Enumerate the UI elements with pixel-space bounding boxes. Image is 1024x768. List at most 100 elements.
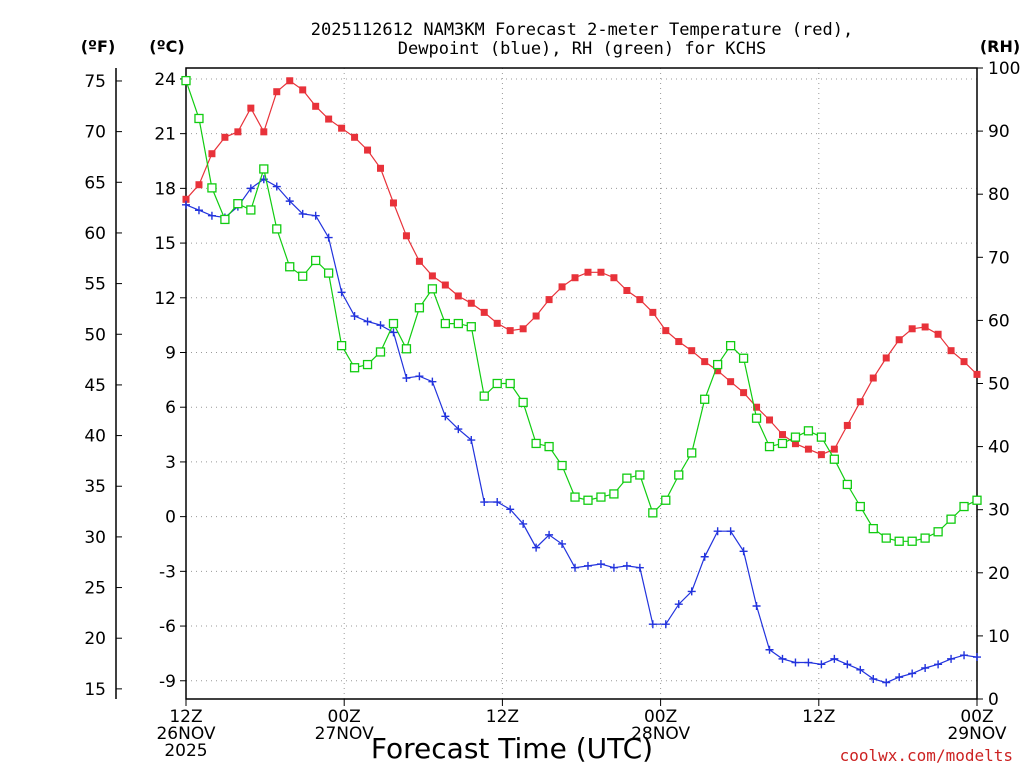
rh-point (609, 489, 619, 499)
celsius-tick-label: -9 (159, 672, 176, 692)
x-tick-label: 12Z (169, 707, 202, 727)
rh-point (557, 460, 567, 471)
rh-point (375, 347, 386, 357)
rh-point (674, 470, 684, 480)
dewpoint-point (934, 660, 943, 669)
temperature-point (454, 292, 462, 300)
temperature-point (960, 358, 968, 366)
fahrenheit-tick-label: 40 (84, 427, 106, 447)
rh-point (220, 214, 230, 225)
temperature-point (234, 128, 242, 136)
rh-point (687, 448, 697, 458)
x-tick-label: 00Z (328, 707, 361, 727)
rh-point (570, 492, 580, 502)
rh-point (920, 533, 930, 543)
temperature-point (895, 336, 903, 344)
rh-point (207, 183, 217, 193)
fahrenheit-tick-label: 60 (84, 224, 106, 244)
temperature-point (299, 86, 307, 94)
rh-point (362, 359, 373, 370)
temperature-point (195, 181, 203, 189)
dewpoint-point (454, 425, 463, 434)
rh-tick-label: 90 (988, 122, 1010, 142)
dewpoint-point (532, 543, 541, 552)
series-layer (181, 75, 982, 687)
x-tick-label: 29NOV (947, 724, 1006, 744)
temperature-point (740, 389, 748, 397)
temperature-point (415, 257, 423, 265)
temperature-point (882, 354, 890, 362)
fahrenheit-tick-label: 45 (84, 376, 106, 396)
dewpoint-point (713, 527, 722, 536)
rh-point (531, 438, 541, 449)
rh-tick-label: 50 (988, 375, 1010, 395)
celsius-tick-label: 3 (165, 453, 176, 473)
temperature-point (545, 296, 553, 304)
temperature-point (610, 274, 618, 282)
rh-point (648, 508, 658, 518)
dewpoint-point (272, 182, 281, 191)
rh-tick-label: 80 (988, 185, 1010, 205)
plot-frame (185, 67, 978, 700)
dewpoint-point (804, 658, 813, 667)
fahrenheit-tick-label: 20 (84, 629, 106, 649)
dewpoint-point (376, 321, 385, 330)
dewpoint-point (739, 547, 748, 556)
celsius-tick-label: -3 (159, 562, 176, 582)
dewpoint-point (583, 561, 592, 570)
dewpoint-point (246, 184, 255, 193)
temperature-point (856, 398, 864, 406)
temperature-point (947, 347, 955, 355)
x-tick-label: 12Z (486, 707, 519, 727)
rh-point (894, 536, 904, 546)
chart-subtitle: Dewpoint (blue), RH (green) for KCHS (398, 39, 766, 59)
temperature-point (493, 319, 501, 327)
rh-point (414, 303, 425, 313)
dewpoint-point (415, 372, 424, 381)
rh-point (440, 318, 450, 329)
temperature-point (817, 451, 825, 459)
temperature-point (312, 102, 320, 110)
dewpoint-point (765, 645, 774, 654)
rh-point (181, 75, 191, 86)
dewpoint-series (182, 175, 981, 687)
rh-point (946, 514, 956, 524)
dewpoint-point (519, 519, 528, 528)
temperature-point (869, 374, 877, 382)
temperature-point (480, 308, 488, 316)
temperature-point (182, 195, 190, 203)
rh-point (700, 394, 710, 404)
celsius-unit-label: (ºC) (149, 37, 184, 56)
dewpoint-point (467, 436, 476, 445)
x-tick-label: 12Z (802, 707, 835, 727)
rh-point (544, 441, 554, 452)
rh-tick-label: 20 (988, 564, 1010, 584)
rh-tick-label: 60 (988, 311, 1010, 331)
rh-point (427, 284, 438, 294)
rh-point (349, 363, 360, 373)
temperature-point (273, 88, 281, 96)
temperature-point (519, 325, 527, 333)
dewpoint-point (493, 498, 502, 507)
temperature-point (377, 164, 385, 172)
fahrenheit-tick-label: 25 (84, 579, 106, 599)
temperature-point (973, 370, 981, 378)
rh-point (272, 224, 282, 234)
rh-point (259, 164, 269, 174)
dewpoint-point (856, 665, 865, 674)
dewpoint-point (700, 552, 709, 561)
temperature-point (532, 312, 540, 320)
rh-point (738, 353, 749, 363)
temperature-point (351, 133, 359, 141)
rh-point (311, 255, 321, 266)
x-axis-label: Forecast Time (UTC) (371, 732, 653, 765)
rh-point (323, 268, 334, 278)
dewpoint-point (506, 505, 515, 514)
rh-point (777, 438, 788, 449)
temperature-point (649, 308, 657, 316)
temperature-point (441, 281, 449, 289)
dewpoint-point (207, 211, 216, 220)
rh-tick-label: 30 (988, 501, 1010, 521)
rh-point (907, 536, 917, 546)
temperature-point (791, 440, 799, 448)
